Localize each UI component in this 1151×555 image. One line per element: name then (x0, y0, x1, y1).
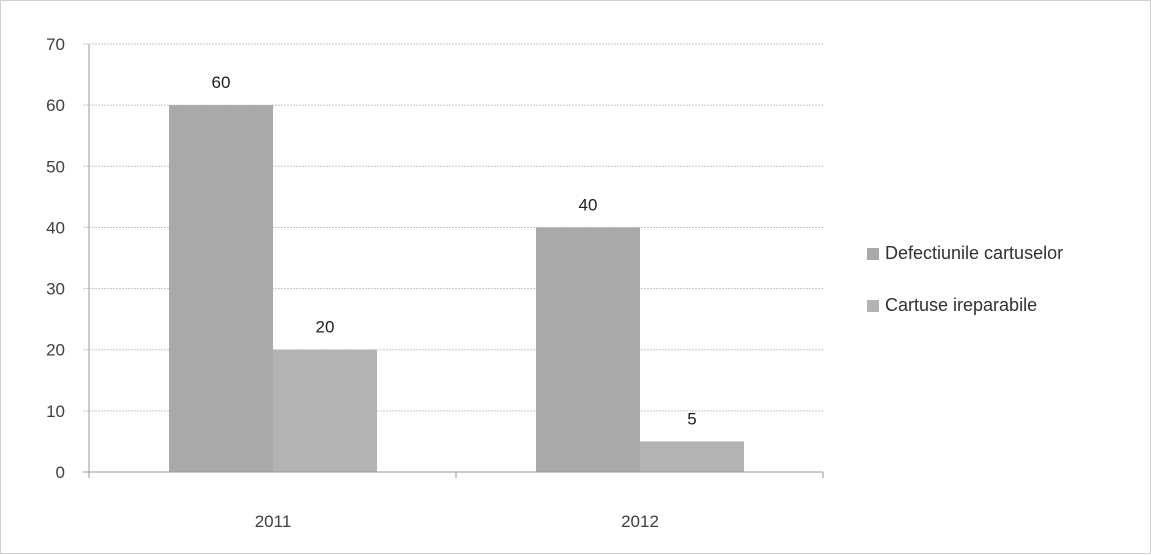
bar-2012-series-1 (640, 441, 744, 472)
y-tick-label: 30 (46, 280, 65, 299)
y-tick-label: 70 (46, 35, 65, 54)
data-label: 40 (579, 195, 598, 214)
y-tick-label: 0 (56, 463, 65, 482)
bars (169, 105, 744, 473)
bar-2012-series-0 (536, 227, 640, 472)
bar-2011-series-1 (273, 349, 377, 472)
legend: Defectiunile cartuselor Cartuse ireparabi… (867, 243, 1063, 315)
y-tick-label: 50 (46, 157, 65, 176)
legend-label: Cartuse ireparabile (885, 295, 1037, 315)
data-label: 20 (316, 318, 335, 337)
axes (83, 44, 824, 478)
y-tick-label: 40 (46, 218, 65, 237)
legend-swatch (867, 300, 879, 312)
y-tick-label: 20 (46, 341, 65, 360)
data-label: 5 (687, 409, 696, 428)
y-tick-label: 60 (46, 96, 65, 115)
y-tick-label: 10 (46, 402, 65, 421)
bar-2011-series-0 (169, 105, 273, 473)
data-label: 60 (212, 73, 231, 92)
labels: 0 10 20 30 40 50 60 70 60 20 2011 40 5 2012 (46, 35, 697, 531)
legend-swatch (867, 248, 879, 260)
legend-label: Defectiunile cartuselor (885, 243, 1063, 263)
x-tick-label: 2012 (621, 512, 659, 531)
x-tick-label: 2011 (255, 512, 292, 531)
